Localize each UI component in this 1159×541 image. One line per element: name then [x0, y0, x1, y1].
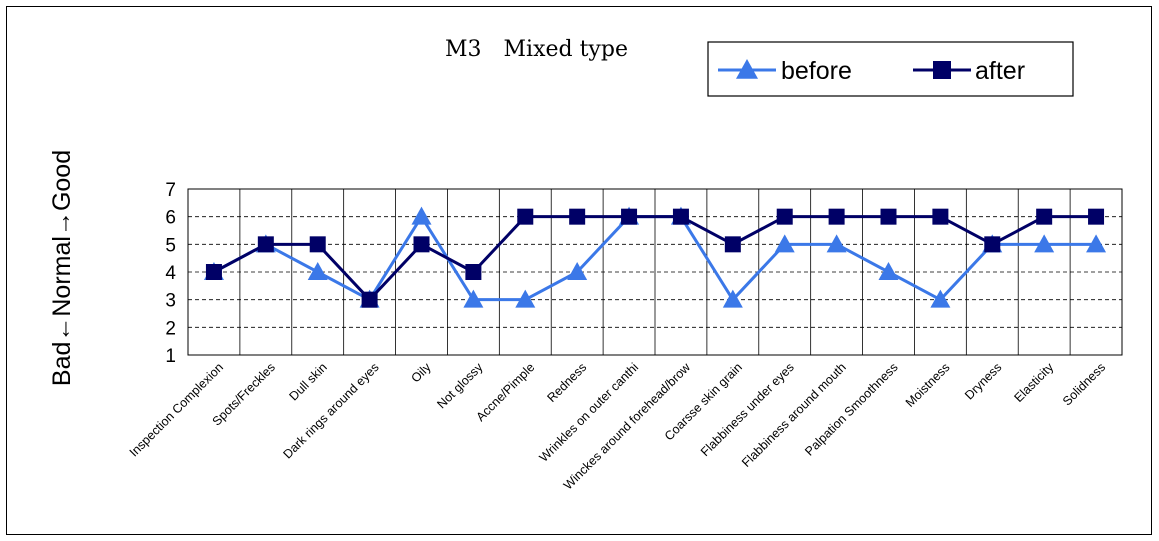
data-point-after	[932, 208, 949, 225]
legend: before after	[707, 41, 1074, 97]
data-point-before	[774, 234, 795, 253]
data-point-after	[880, 208, 897, 225]
y-tick-label: 6	[165, 208, 176, 229]
x-category-label: Wrinkles on outer canthi	[537, 360, 642, 465]
data-point-after	[1088, 208, 1105, 225]
x-category-label: Elasticity	[1012, 360, 1057, 405]
x-category-label: Flabbiness around mouth	[739, 360, 849, 470]
x-category-label: Dryness	[962, 360, 1004, 402]
data-point-after	[724, 236, 741, 253]
data-point-after	[1036, 208, 1053, 225]
data-point-before	[1086, 234, 1107, 253]
data-point-after	[984, 236, 1001, 253]
y-tick-label: 7	[165, 180, 176, 201]
data-point-before	[878, 262, 899, 280]
data-point-before	[515, 289, 536, 308]
data-point-after	[205, 264, 222, 280]
x-category-label: Oily	[408, 360, 434, 386]
data-point-after	[465, 264, 482, 280]
x-category-label: Palpation Smoothness	[802, 360, 900, 458]
x-category-label: Not glossy	[434, 360, 486, 412]
data-point-after	[672, 208, 689, 225]
x-category-label: Inspection Complexion	[127, 360, 226, 459]
y-tick-label: 4	[165, 263, 176, 284]
x-category-label: Dark rings around eyes	[280, 360, 381, 461]
data-point-before	[826, 234, 847, 253]
plot-border	[187, 188, 1123, 356]
data-point-before	[567, 262, 588, 280]
data-point-before	[411, 206, 432, 225]
data-point-after	[413, 236, 430, 253]
series-line-after	[213, 215, 1097, 302]
x-category-label: Solidness	[1060, 360, 1108, 408]
data-point-before	[930, 289, 951, 308]
x-category-label: Moistness	[903, 360, 953, 410]
data-point-after	[257, 236, 274, 253]
data-point-after	[828, 208, 845, 225]
y-tick-label: 5	[165, 235, 176, 256]
data-point-after	[517, 208, 534, 225]
data-point-before	[1034, 234, 1055, 253]
legend-before-label: before	[781, 57, 852, 85]
y-axis-label: Bad←Normal→Good	[48, 150, 76, 386]
data-point-before	[722, 289, 743, 308]
data-point-before	[463, 289, 484, 308]
y-tick-label: 2	[165, 318, 176, 339]
data-point-after	[776, 208, 793, 225]
chart-title: M3 Mixed type	[445, 37, 628, 62]
legend-after-label: after	[975, 57, 1025, 85]
x-category-label: Dull skin	[287, 360, 330, 403]
legend-before-marker	[736, 59, 758, 79]
y-tick-label: 3	[165, 291, 176, 312]
data-point-after	[361, 291, 378, 308]
x-category-label: Redness	[544, 360, 589, 405]
legend-after-marker	[933, 61, 951, 79]
x-category-label: Flabbiness under eyes	[698, 360, 797, 459]
data-point-after	[569, 208, 586, 225]
data-point-before	[307, 262, 328, 280]
data-point-after	[621, 208, 638, 225]
data-point-after	[309, 236, 326, 253]
y-tick-label: 1	[165, 346, 176, 367]
